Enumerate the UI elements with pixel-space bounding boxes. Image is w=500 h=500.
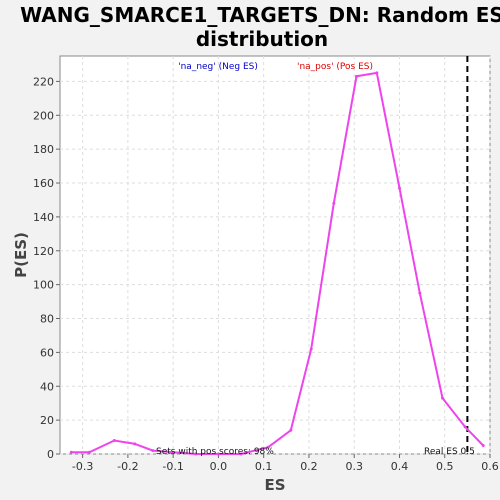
data-point xyxy=(481,444,485,448)
data-point xyxy=(69,450,73,454)
y-tick-label: 140 xyxy=(33,211,54,224)
chart-title-line2: distribution xyxy=(196,27,328,51)
x-axis-ticks: -0.3 -0.2 -0.1 0.0 0.1 0.2 0.3 0.4 0.5 0.6 xyxy=(72,454,499,473)
data-point xyxy=(239,452,243,456)
data-point xyxy=(151,449,155,453)
y-axis-label: P(ES) xyxy=(12,232,30,278)
data-point xyxy=(194,452,198,456)
x-axis-label: ES xyxy=(264,476,285,494)
x-tick-label: -0.1 xyxy=(162,460,183,473)
real-es-annotation: Real ES 0.5 xyxy=(424,447,475,457)
y-axis-ticks: 0 20 40 60 80 100 120 140 160 180 200 220 xyxy=(33,75,60,461)
y-tick-label: 160 xyxy=(33,177,54,190)
sets-annotation: Sets with pos scores: 98% xyxy=(156,447,274,457)
x-tick-label: 0.3 xyxy=(345,460,363,473)
chart-title-line1: WANG_SMARCE1_TARGETS_DN: Random ES xyxy=(20,3,500,27)
y-tick-label: 200 xyxy=(33,109,54,122)
data-point xyxy=(309,347,313,351)
data-point xyxy=(354,74,358,78)
data-point xyxy=(266,445,270,449)
legend-neg: 'na_neg' (Neg ES) xyxy=(178,62,258,72)
data-point xyxy=(418,291,422,295)
x-tick-label: 0.5 xyxy=(436,460,454,473)
y-tick-label: 0 xyxy=(47,448,54,461)
data-point xyxy=(289,428,293,432)
y-tick-label: 40 xyxy=(40,380,54,393)
legend-pos: 'na_pos' (Pos ES) xyxy=(297,62,373,72)
data-point xyxy=(216,452,220,456)
y-tick-label: 180 xyxy=(33,143,54,156)
series-points xyxy=(69,71,485,456)
data-point xyxy=(133,442,137,446)
x-tick-label: 0.4 xyxy=(391,460,409,473)
x-tick-label: 0.1 xyxy=(255,460,273,473)
y-tick-label: 220 xyxy=(33,75,54,88)
x-tick-label: 0.6 xyxy=(481,460,499,473)
plot-area xyxy=(59,55,491,455)
data-point xyxy=(87,450,91,454)
data-point xyxy=(397,186,401,190)
y-tick-label: 100 xyxy=(33,279,54,292)
y-tick-label: 80 xyxy=(40,313,54,326)
x-tick-label: 0.2 xyxy=(300,460,318,473)
data-point xyxy=(440,396,444,400)
x-tick-label: -0.2 xyxy=(117,460,138,473)
y-tick-label: 20 xyxy=(40,414,54,427)
x-tick-label: 0.0 xyxy=(210,460,228,473)
y-tick-label: 120 xyxy=(33,245,54,258)
x-tick-label: -0.3 xyxy=(72,460,93,473)
data-point xyxy=(112,438,116,442)
y-tick-label: 60 xyxy=(40,346,54,359)
data-point xyxy=(375,71,379,75)
data-point xyxy=(463,425,467,429)
grid xyxy=(60,56,491,455)
data-point xyxy=(332,201,336,205)
